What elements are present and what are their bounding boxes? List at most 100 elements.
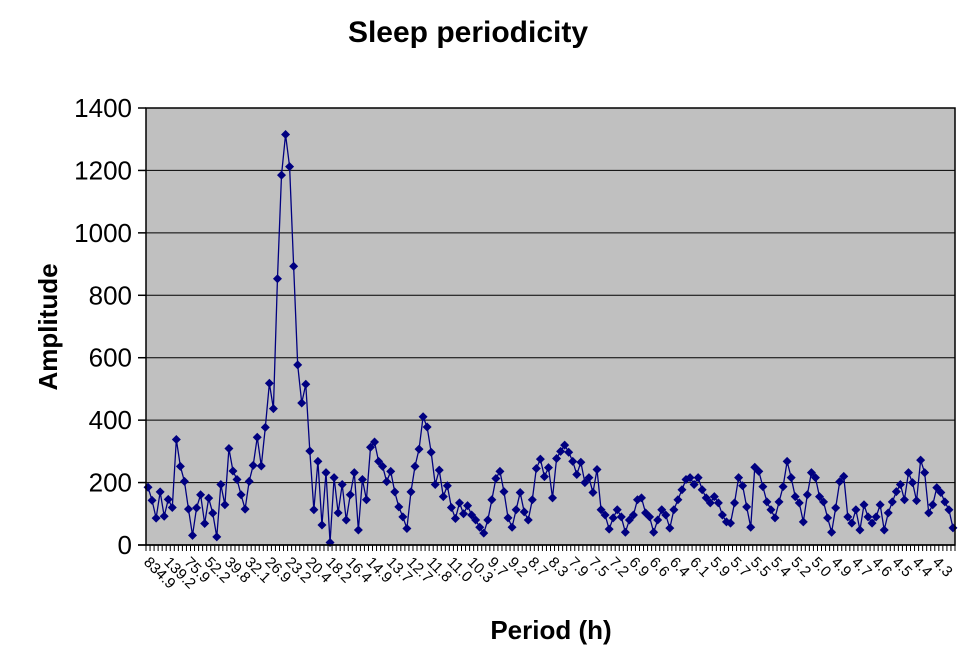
data-point-marker bbox=[499, 487, 509, 497]
data-point-marker bbox=[479, 528, 489, 538]
plot-frame bbox=[138, 107, 956, 546]
data-point-marker bbox=[151, 513, 161, 523]
data-point-marker bbox=[159, 511, 169, 521]
y-axis-ticks bbox=[138, 107, 146, 546]
data-point-marker bbox=[920, 468, 930, 478]
y-axis-title: Amplitude bbox=[33, 263, 63, 390]
data-point-marker bbox=[847, 518, 857, 528]
data-point-marker bbox=[454, 498, 464, 508]
data-point-marker bbox=[738, 481, 748, 491]
data-point-marker bbox=[467, 510, 477, 520]
data-point-marker bbox=[810, 473, 820, 483]
data-point-marker bbox=[673, 495, 683, 505]
data-point-marker bbox=[277, 170, 287, 180]
data-point-marker bbox=[212, 532, 222, 542]
data-point-marker bbox=[495, 466, 505, 476]
data-point-marker bbox=[370, 437, 380, 447]
data-point-marker bbox=[281, 130, 291, 140]
data-point-marker bbox=[446, 503, 456, 513]
data-point-marker bbox=[730, 498, 740, 508]
data-point-marker bbox=[709, 492, 719, 502]
data-point-marker bbox=[895, 479, 905, 489]
data-point-marker bbox=[188, 530, 198, 540]
data-point-marker bbox=[487, 495, 497, 505]
data-point-marker bbox=[171, 434, 181, 444]
data-point-marker bbox=[689, 479, 699, 489]
data-point-marker bbox=[147, 495, 157, 505]
data-point-marker bbox=[908, 478, 918, 488]
data-point-marker bbox=[507, 522, 517, 532]
data-point-marker bbox=[669, 505, 679, 515]
data-point-marker bbox=[871, 512, 881, 522]
data-point-marker bbox=[653, 515, 663, 525]
data-point-marker bbox=[463, 501, 473, 511]
data-point-marker bbox=[264, 378, 274, 388]
x-axis-ticks bbox=[145, 545, 956, 551]
data-point-marker bbox=[758, 482, 768, 492]
data-point-marker bbox=[790, 492, 800, 502]
data-point-marker bbox=[742, 502, 752, 512]
data-point-marker bbox=[863, 512, 873, 522]
data-point-marker bbox=[402, 523, 412, 533]
data-point-marker bbox=[608, 513, 618, 523]
data-point-marker bbox=[341, 515, 351, 525]
data-point-marker bbox=[616, 512, 626, 522]
data-point-marker bbox=[867, 518, 877, 528]
data-point-marker bbox=[519, 507, 529, 517]
data-point-marker bbox=[175, 461, 185, 471]
data-point-marker bbox=[839, 471, 849, 481]
data-point-marker bbox=[713, 498, 723, 508]
data-point-marker bbox=[337, 479, 347, 489]
data-point-marker bbox=[361, 495, 371, 505]
data-point-marker bbox=[167, 503, 177, 513]
y-tick-label: 400 bbox=[89, 405, 132, 435]
data-point-marker bbox=[438, 492, 448, 502]
data-point-marker bbox=[515, 488, 525, 498]
data-point-marker bbox=[179, 476, 189, 486]
data-point-marker bbox=[568, 456, 578, 466]
data-point-marker bbox=[944, 505, 954, 515]
data-point-marker bbox=[535, 454, 545, 464]
y-tick-label: 600 bbox=[89, 343, 132, 373]
data-point-marker bbox=[762, 497, 772, 507]
y-tick-label: 1200 bbox=[74, 155, 132, 185]
data-point-marker bbox=[612, 505, 622, 515]
data-point-marker bbox=[357, 474, 367, 484]
data-point-marker bbox=[256, 461, 266, 471]
data-point-marker bbox=[208, 508, 218, 518]
data-point-marker bbox=[556, 446, 566, 456]
data-point-marker bbox=[531, 464, 541, 474]
data-point-marker bbox=[697, 485, 707, 495]
data-point-marker bbox=[374, 456, 384, 466]
data-point-marker bbox=[523, 515, 533, 525]
data-point-marker bbox=[843, 512, 853, 522]
data-point-marker bbox=[450, 513, 460, 523]
data-point-marker bbox=[786, 473, 796, 483]
data-point-marker bbox=[289, 261, 299, 271]
data-point-marker bbox=[459, 509, 469, 519]
data-point-marker bbox=[754, 466, 764, 476]
data-point-marker bbox=[539, 472, 549, 482]
data-point-marker bbox=[875, 500, 885, 510]
data-point-marker bbox=[163, 494, 173, 504]
data-point-marker bbox=[353, 525, 363, 535]
data-point-marker bbox=[382, 477, 392, 487]
data-point-marker bbox=[916, 455, 926, 465]
chart-title: Sleep periodicity bbox=[348, 16, 588, 49]
data-point-marker bbox=[899, 495, 909, 505]
data-point-marker bbox=[422, 422, 432, 432]
data-point-marker bbox=[936, 488, 946, 498]
data-point-marker bbox=[831, 503, 841, 513]
data-point-marker bbox=[806, 468, 816, 478]
data-point-marker bbox=[321, 468, 331, 478]
data-point-marker bbox=[823, 513, 833, 523]
data-point-marker bbox=[734, 473, 744, 483]
data-point-marker bbox=[677, 485, 687, 495]
data-point-marker bbox=[693, 473, 703, 483]
data-point-marker bbox=[879, 525, 889, 535]
data-point-marker bbox=[592, 464, 602, 474]
data-point-marker bbox=[645, 512, 655, 522]
data-point-marker bbox=[228, 466, 238, 476]
data-point-marker bbox=[657, 505, 667, 515]
